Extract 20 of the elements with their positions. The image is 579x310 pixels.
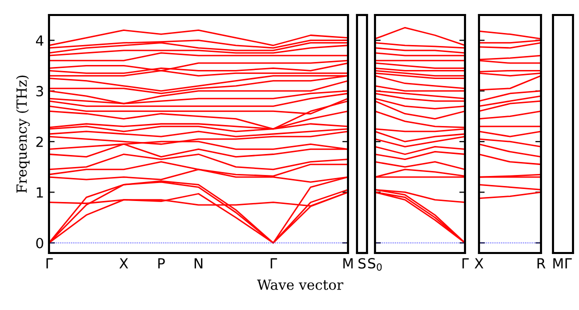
- y-tick-label: 2: [36, 136, 43, 147]
- x-tick-label: R: [538, 258, 546, 268]
- x-tick-label: S$_{0}$: [368, 258, 382, 271]
- y-tick-label: 0: [36, 238, 44, 248]
- x-tick-label: Γ: [565, 258, 572, 268]
- x-axis-title: Wave vector: [257, 280, 344, 290]
- x-tick-label: Γ: [462, 258, 469, 268]
- x-tick-label: S: [358, 258, 366, 269]
- x-tick-label: X: [119, 258, 128, 268]
- y-tick-label: 4: [36, 35, 44, 46]
- x-tick-label: Γ: [46, 258, 53, 268]
- y-axis-title: Frequency (THz): [16, 76, 30, 193]
- x-tick-label: M: [343, 258, 353, 268]
- x-tick-label: M: [553, 258, 563, 268]
- x-tick-label: Γ: [270, 258, 278, 268]
- x-tick-label: N: [194, 258, 202, 268]
- x-tick-label: P: [158, 258, 165, 268]
- x-tick-label: X: [474, 258, 484, 268]
- y-tick-label: 3: [36, 86, 44, 96]
- y-tick-label: 1: [36, 187, 43, 198]
